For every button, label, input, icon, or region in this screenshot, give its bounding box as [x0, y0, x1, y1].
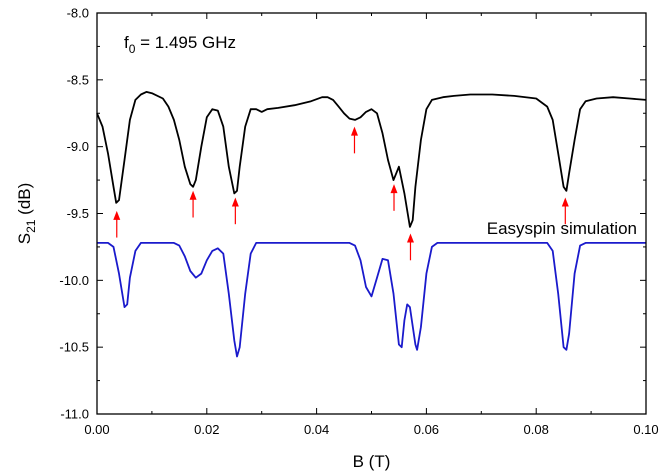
peak-arrow [350, 126, 358, 154]
y-axis-title-subscript: 21 [24, 219, 38, 233]
y-tick-label: -10.5 [59, 340, 89, 355]
peak-arrow [231, 197, 239, 225]
peak-arrow [406, 233, 414, 261]
y-tick-label: -9.5 [67, 206, 89, 221]
x-tick-label: 0.02 [194, 422, 219, 437]
y-tick-label: -11.0 [60, 407, 89, 422]
peak-arrow [561, 197, 569, 225]
y-tick-label: -8.0 [67, 6, 89, 21]
arrow-markers-layer [113, 126, 569, 261]
peak-arrow [390, 184, 398, 211]
y-axis-title: S21 (dB) [15, 183, 38, 245]
series-label-simulation: Easyspin simulation [487, 219, 637, 238]
tick-labels: 0.00 0.02 0.04 0.06 0.08 0.10 -8.0 -8.5 -9.0 -9.5… [59, 6, 658, 438]
y-axis-title-unit: (dB) [15, 183, 34, 220]
frequency-annotation-main: f [124, 33, 129, 52]
axis-ticks [96, 12, 647, 415]
x-tick-label: 0.10 [633, 422, 658, 437]
peak-arrow [113, 210, 121, 238]
frequency-annotation: f0 = 1.495 GHz [124, 33, 236, 56]
y-tick-label: -8.5 [67, 72, 89, 87]
peak-arrow [189, 190, 197, 218]
series-line-2 [97, 242, 646, 358]
x-tick-label: 0.08 [524, 422, 549, 437]
frequency-annotation-value: = 1.495 GHz [135, 33, 236, 52]
x-axis-title: B (T) [353, 452, 391, 471]
x-tick-label: 0.00 [84, 422, 109, 437]
y-axis-title-main: S [15, 233, 34, 244]
y-tick-label: -9.0 [67, 139, 89, 154]
curves-layer [96, 91, 647, 358]
series-line-1 [96, 91, 647, 228]
x-tick-label: 0.04 [304, 422, 329, 437]
x-tick-label: 0.06 [414, 422, 439, 437]
plot-frame [96, 12, 647, 415]
frequency-annotation-subscript: 0 [129, 42, 136, 56]
y-tick-label: -10.0 [59, 273, 89, 288]
